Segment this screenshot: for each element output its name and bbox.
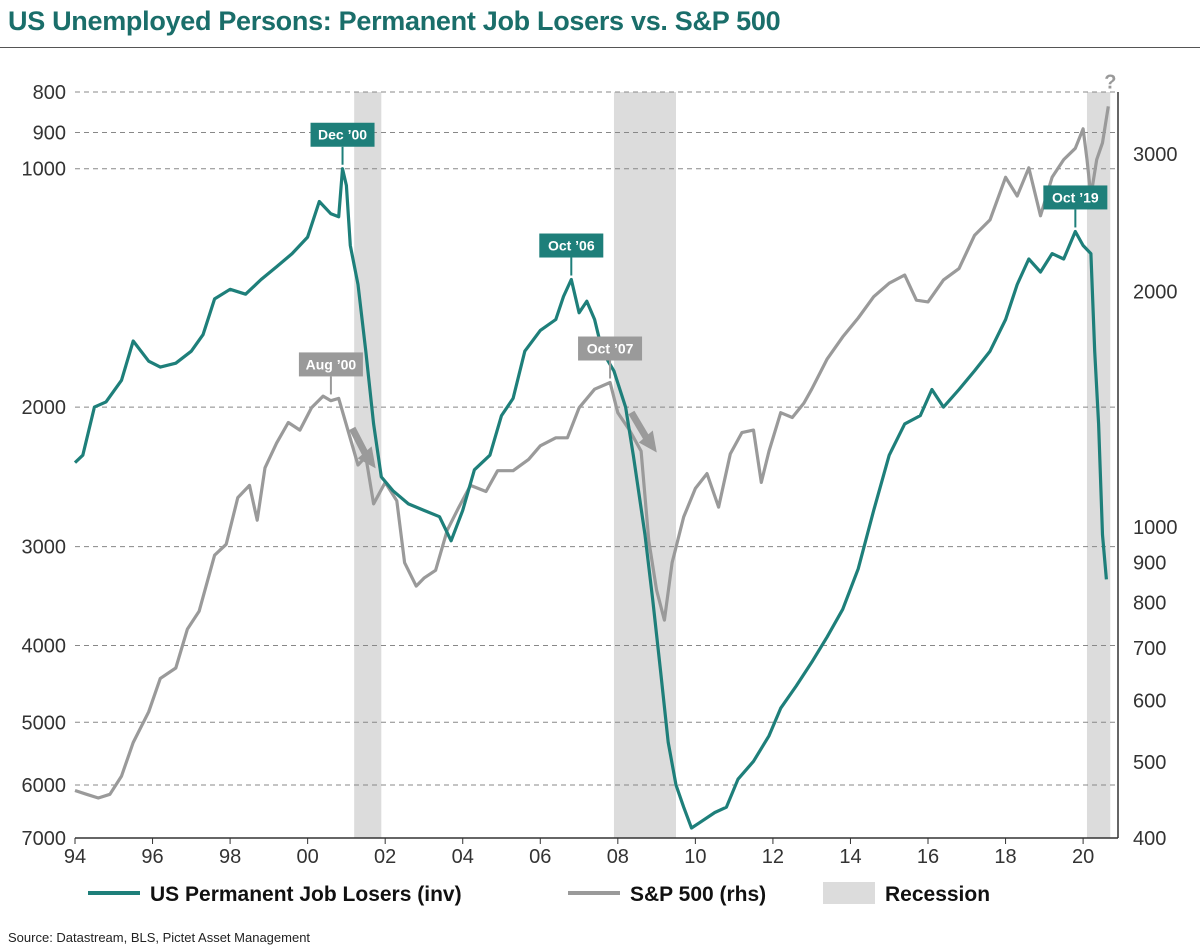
- annotation-label: Dec ’00: [318, 127, 367, 143]
- decline-arrow: [628, 410, 650, 441]
- decline-arrowhead: [357, 446, 376, 469]
- right-tick-label: 500: [1133, 752, 1166, 774]
- right-tick-label: 400: [1133, 828, 1166, 850]
- x-tick-label: 12: [762, 846, 784, 868]
- x-tick-label: 96: [141, 846, 163, 868]
- left-tick-label: 1000: [22, 159, 67, 181]
- x-tick-label: 04: [452, 846, 474, 868]
- left-tick-label: 7000: [22, 828, 67, 850]
- decline-arrowhead: [638, 430, 657, 453]
- x-tick-label: 98: [219, 846, 241, 868]
- chart-title: US Unemployed Persons: Permanent Job Los…: [8, 6, 781, 36]
- right-tick-label: 1000: [1133, 517, 1178, 539]
- right-tick-label: 800: [1133, 593, 1166, 615]
- annotation-label: Oct ’19: [1052, 189, 1099, 205]
- line-chart: 8009001000200030004000500060007000300020…: [22, 71, 1178, 906]
- x-tick-label: 00: [297, 846, 319, 868]
- title-divider: [0, 47, 1200, 48]
- annotation-box: [539, 233, 604, 258]
- annotation-label: Aug ’00: [306, 356, 357, 372]
- right-tick-label: 700: [1133, 638, 1166, 660]
- x-tick-label: 18: [994, 846, 1016, 868]
- source-note: Source: Datastream, BLS, Pictet Asset Ma…: [8, 930, 311, 945]
- left-tick-label: 3000: [22, 537, 67, 559]
- right-tick-label: 3000: [1133, 144, 1178, 166]
- right-tick-label: 600: [1133, 690, 1166, 712]
- x-tick-label: 02: [374, 846, 396, 868]
- annotation-label: Oct ’06: [548, 238, 595, 254]
- left-tick-label: 900: [33, 123, 66, 145]
- annotation-label: Oct ’07: [587, 341, 634, 357]
- x-tick-label: 16: [917, 846, 939, 868]
- left-tick-label: 5000: [22, 712, 67, 734]
- x-tick-label: 14: [839, 846, 861, 868]
- left-tick-label: 6000: [22, 775, 67, 797]
- annotation-box: [578, 336, 643, 361]
- right-tick-label: 2000: [1133, 282, 1178, 304]
- left-tick-label: 2000: [22, 397, 67, 419]
- decline-arrow: [349, 426, 369, 457]
- right-tick-label: 900: [1133, 553, 1166, 575]
- legend-label-0: US Permanent Job Losers (inv): [150, 883, 462, 906]
- annotation-box: [310, 122, 375, 147]
- x-tick-label: 20: [1072, 846, 1094, 868]
- x-tick-label: 08: [607, 846, 629, 868]
- x-tick-label: 94: [64, 846, 86, 868]
- sp500-line: [74, 106, 1110, 800]
- question-mark-annotation: ?: [1104, 71, 1116, 93]
- annotation-box: [298, 352, 363, 377]
- legend-swatch-2: [823, 882, 875, 904]
- left-tick-label: 800: [33, 82, 66, 104]
- x-tick-label: 06: [529, 846, 551, 868]
- legend-label-2: Recession: [885, 883, 990, 906]
- legend-label-1: S&P 500 (rhs): [630, 883, 766, 906]
- job-losers-line: [73, 167, 1108, 830]
- left-tick-label: 4000: [22, 636, 67, 658]
- annotation-box: [1043, 185, 1108, 210]
- x-tick-label: 10: [684, 846, 706, 868]
